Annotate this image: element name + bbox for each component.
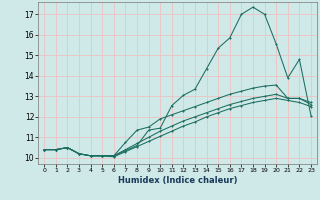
X-axis label: Humidex (Indice chaleur): Humidex (Indice chaleur) [118, 176, 237, 185]
